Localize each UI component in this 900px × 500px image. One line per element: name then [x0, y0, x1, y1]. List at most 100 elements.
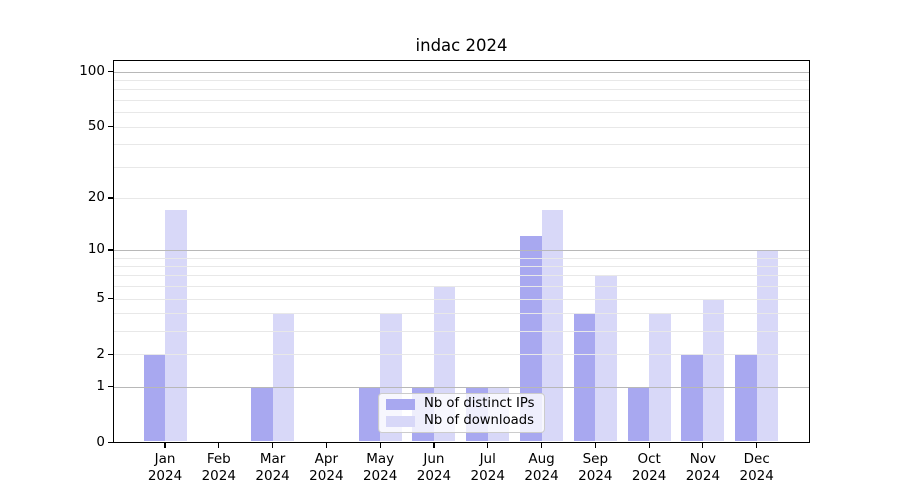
x-tick-mark-sep [594, 442, 596, 448]
x-tick-month: Apr [314, 451, 339, 467]
gridline-y-9 [113, 257, 810, 259]
y-tick-label-20: 20 [87, 189, 105, 206]
y-tick-mark-2 [107, 353, 113, 355]
x-tick-mark-may [379, 442, 381, 448]
y-tick-label-0: 0 [96, 434, 105, 450]
x-tick-mark-dec [756, 442, 758, 448]
x-tick-month: Dec [743, 451, 770, 467]
gridline-y-80 [113, 89, 810, 91]
x-tick-month: Feb [206, 451, 231, 467]
gridline-y-60 [113, 112, 810, 114]
x-tick-year: 2024 [147, 467, 183, 484]
x-tick-year: 2024 [255, 467, 290, 484]
gridline-y-40 [113, 144, 810, 146]
x-tick-month: Sep [582, 451, 609, 467]
x-tick-year: 2024 [578, 467, 613, 484]
x-tick-label-aug: Aug 2024 [512, 451, 572, 484]
bar-ips-mar [251, 386, 273, 442]
x-tick-mark-aug [540, 442, 543, 448]
gridline-y-8 [113, 265, 810, 267]
y-tick-label-10: 10 [87, 241, 105, 258]
gridline-y-6 [113, 286, 810, 288]
x-tick-label-jan: Jan 2024 [135, 451, 195, 484]
x-tick-mark-jan [164, 442, 166, 448]
gridline-y-100 [113, 71, 810, 73]
bar-ips-sep [573, 313, 596, 442]
gridline-y-5 [113, 298, 810, 300]
bar-downloads-nov [702, 298, 725, 442]
x-tick-year: 2024 [309, 467, 344, 484]
x-tick-year: 2024 [470, 467, 505, 484]
y-tick-mark-0 [107, 442, 113, 444]
y-tick-label-1: 1 [96, 378, 105, 395]
x-tick-mark-feb [218, 442, 220, 448]
x-tick-month: Jul [479, 451, 496, 467]
x-tick-month: Jan [154, 451, 176, 467]
bar-downloads-mar [272, 313, 295, 442]
legend-swatch-distinct-ips [386, 398, 415, 410]
x-tick-label-nov: Nov 2024 [673, 451, 733, 484]
bar-downloads-dec [756, 249, 779, 442]
bar-downloads-aug [541, 210, 564, 442]
y-tick-mark-5 [107, 298, 113, 300]
x-tick-mark-mar [271, 442, 274, 448]
x-tick-label-jun: Jun 2024 [404, 451, 464, 484]
bar-downloads-jan [165, 210, 187, 442]
legend-row-downloads: Nb of downloads [386, 413, 538, 429]
x-tick-month: May [366, 451, 395, 467]
bar-ips-may [358, 386, 381, 442]
y-tick-mark-1 [107, 386, 113, 388]
gridline-y-30 [113, 166, 810, 168]
x-tick-month: Mar [259, 451, 286, 467]
x-tick-month: Aug [528, 451, 555, 467]
bar-downloads-sep [595, 275, 617, 442]
x-tick-year: 2024 [685, 467, 721, 484]
x-tick-label-oct: Oct 2024 [619, 451, 679, 484]
x-tick-label-may: May 2024 [350, 451, 410, 484]
bar-downloads-oct [649, 313, 671, 442]
gridline-y-7 [113, 275, 810, 277]
bar-ips-jan [143, 354, 165, 442]
bar-ips-oct [627, 386, 650, 442]
x-tick-label-mar: Mar 2024 [243, 451, 303, 484]
x-tick-label-dec: Dec 2024 [727, 451, 787, 484]
x-tick-year: 2024 [524, 467, 559, 484]
x-tick-label-feb: Feb 2024 [189, 451, 249, 484]
x-tick-year: 2024 [631, 467, 667, 484]
bar-ips-aug [520, 236, 542, 442]
x-tick-mark-jun [433, 442, 435, 448]
y-tick-label-5: 5 [96, 290, 105, 307]
gridline-y-50 [113, 126, 810, 128]
chart-title: indac 2024 [415, 36, 508, 55]
gridline-y-70 [113, 100, 810, 102]
gridline-y-90 [113, 80, 810, 82]
gridline-y-3 [113, 331, 810, 333]
x-tick-year: 2024 [416, 467, 452, 484]
legend-row-distinct-ips: Nb of distinct IPs [386, 396, 538, 412]
bar-ips-dec [735, 354, 757, 442]
gridline-y-10 [113, 249, 810, 251]
x-tick-year: 2024 [362, 467, 398, 484]
y-tick-mark-20 [107, 197, 113, 199]
x-tick-month: Jun [423, 451, 445, 467]
y-tick-mark-10 [107, 249, 113, 251]
legend-label-distinct-ips: Nb of distinct IPs [424, 396, 535, 412]
x-tick-mark-nov [702, 442, 704, 448]
legend-label-downloads: Nb of downloads [424, 413, 534, 429]
gridline-y-20 [113, 197, 810, 199]
x-tick-label-apr: Apr 2024 [296, 451, 356, 484]
legend-swatch-downloads [386, 415, 415, 427]
x-tick-mark-jul [487, 442, 489, 448]
x-tick-month: Nov [689, 451, 717, 467]
y-tick-mark-50 [107, 126, 113, 128]
x-tick-year: 2024 [201, 467, 236, 484]
y-tick-label-50: 50 [87, 118, 105, 135]
y-tick-label-2: 2 [96, 345, 105, 362]
x-tick-year: 2024 [739, 467, 774, 484]
gridline-y-1 [113, 386, 810, 388]
bar-ips-nov [681, 354, 703, 442]
x-tick-month: Oct [637, 451, 661, 467]
legend: Nb of distinct IPs Nb of downloads [378, 392, 545, 433]
x-tick-label-sep: Sep 2024 [565, 451, 625, 484]
